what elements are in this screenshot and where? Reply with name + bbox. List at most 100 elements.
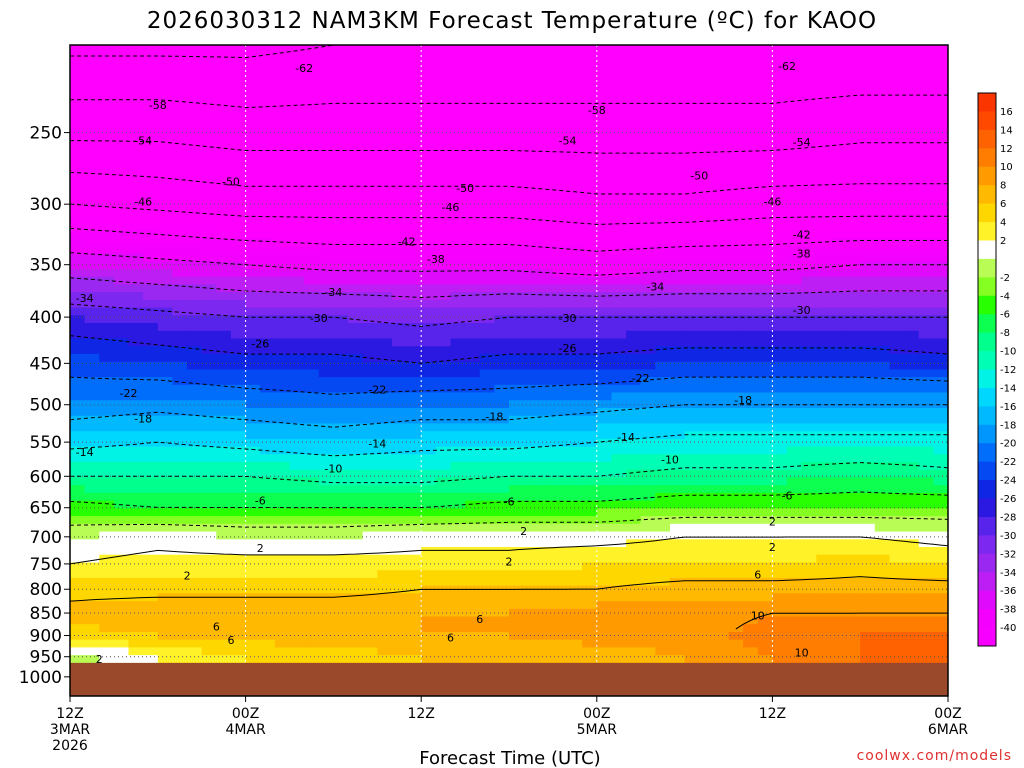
field-cell	[172, 462, 188, 471]
field-cell	[318, 160, 334, 170]
field-cell	[157, 624, 173, 633]
field-cell	[187, 276, 203, 285]
field-cell	[552, 655, 569, 664]
field-cell	[157, 454, 173, 463]
field-cell	[538, 137, 554, 146]
field-cell	[318, 601, 334, 610]
field-cell	[377, 570, 393, 579]
field-cell	[113, 191, 130, 200]
field-cell	[772, 75, 788, 85]
field-cell	[362, 137, 378, 146]
field-cell	[713, 153, 730, 162]
field-cell	[596, 114, 612, 123]
field-cell	[421, 52, 437, 61]
field-cell	[787, 353, 803, 363]
field-cell	[479, 45, 495, 54]
field-cell	[567, 485, 583, 494]
field-cell	[509, 83, 525, 92]
field-cell	[435, 454, 451, 463]
field-cell	[435, 377, 451, 386]
field-cell	[509, 492, 525, 502]
field-cell	[684, 60, 700, 69]
field-cell	[830, 168, 847, 177]
field-cell	[99, 384, 115, 394]
field-cell	[670, 68, 686, 77]
field-cell	[391, 323, 408, 332]
field-cell	[348, 446, 364, 455]
field-cell	[201, 469, 217, 479]
field-cell	[362, 462, 378, 471]
field-cell	[772, 68, 788, 77]
field-cell	[333, 516, 349, 525]
field-cell	[728, 438, 744, 448]
field-cell	[860, 99, 876, 108]
field-cell	[611, 516, 627, 525]
field-cell	[362, 114, 378, 123]
field-cell	[611, 68, 627, 77]
field-cell	[128, 492, 144, 502]
field-cell	[172, 469, 188, 479]
field-cell	[128, 122, 144, 131]
field-cell	[143, 632, 159, 641]
field-cell	[567, 384, 583, 394]
field-cell	[377, 438, 393, 448]
field-cell	[450, 307, 466, 316]
field-cell	[801, 238, 817, 247]
contour-label: -62	[295, 62, 313, 75]
field-cell	[465, 346, 481, 355]
field-cell	[933, 415, 948, 424]
field-cell	[509, 122, 525, 131]
field-cell	[172, 647, 188, 656]
field-cell	[201, 353, 217, 363]
field-cell	[552, 523, 569, 533]
field-cell	[670, 446, 686, 455]
field-cell	[274, 45, 291, 54]
field-cell	[509, 438, 525, 448]
field-cell	[670, 299, 686, 309]
field-cell	[157, 438, 173, 448]
field-cell	[713, 184, 730, 193]
field-cell	[421, 299, 437, 309]
field-cell	[801, 292, 817, 301]
field-cell	[860, 624, 876, 633]
field-cell	[582, 462, 598, 471]
field-cell	[874, 253, 890, 262]
field-cell	[699, 323, 715, 332]
field-cell	[318, 68, 334, 77]
field-cell	[260, 91, 276, 100]
field-cell	[860, 492, 876, 502]
field-cell	[260, 647, 276, 656]
field-cell	[655, 585, 671, 594]
field-cell	[611, 477, 627, 486]
field-cell	[231, 423, 247, 432]
field-cell	[611, 91, 627, 100]
field-cell	[523, 191, 539, 200]
field-cell	[187, 361, 203, 370]
field-cell	[552, 114, 569, 123]
field-cell	[128, 539, 144, 548]
field-cell	[187, 52, 203, 61]
field-cell	[816, 330, 832, 340]
field-cell	[113, 361, 130, 370]
field-cell	[889, 485, 905, 494]
field-cell	[640, 106, 656, 116]
field-cell	[187, 547, 203, 556]
field-cell	[274, 346, 291, 355]
field-cell	[450, 137, 466, 146]
field-cell	[260, 408, 276, 417]
field-cell	[421, 207, 437, 216]
field-cell	[684, 377, 700, 386]
field-cell	[157, 539, 173, 548]
field-cell	[113, 106, 130, 116]
field-cell	[245, 523, 261, 533]
field-cell	[201, 122, 217, 131]
field-cell	[699, 145, 715, 154]
field-cell	[274, 214, 291, 224]
field-cell	[216, 99, 232, 108]
field-cell	[318, 408, 334, 417]
field-cell	[699, 214, 715, 224]
field-cell	[435, 261, 451, 270]
field-cell	[845, 570, 861, 579]
field-cell	[289, 361, 305, 370]
field-cell	[626, 408, 642, 417]
